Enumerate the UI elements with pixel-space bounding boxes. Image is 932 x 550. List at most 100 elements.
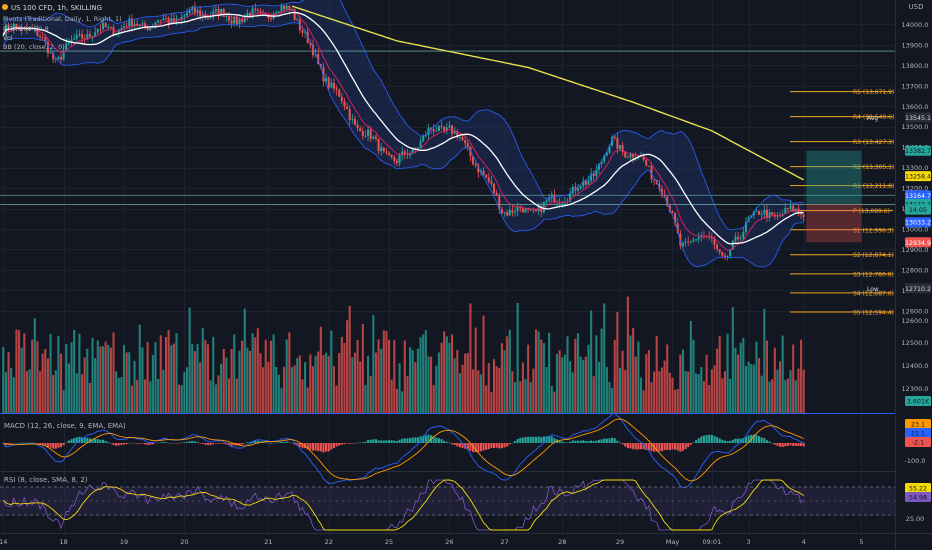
macd-histogram-bar (482, 443, 485, 451)
macd-histogram-bar (647, 443, 650, 451)
macd-histogram-bar (335, 443, 338, 447)
macd-histogram-bar (411, 437, 414, 443)
volume-bar (262, 367, 265, 413)
macd-histogram-bar (143, 443, 147, 445)
candle-body (146, 27, 149, 31)
macd-histogram-bar (684, 443, 687, 450)
candle-body (624, 151, 627, 158)
volume-bar (317, 351, 320, 413)
volume-bar (83, 357, 86, 413)
volume-bar (595, 335, 598, 413)
candle-body (663, 194, 666, 197)
volume-bar (170, 345, 173, 413)
volume-bar (632, 328, 635, 413)
time-tick-label: 26 (445, 538, 453, 546)
macd-histogram-bar (448, 442, 451, 444)
candle-body (511, 209, 514, 213)
macd-histogram-bar (763, 438, 766, 443)
candle-body (487, 177, 490, 182)
legend-bollinger[interactable]: BB (20, close, 2, 0) (3, 43, 65, 51)
macd-histogram-bar (744, 436, 748, 443)
macd-histogram-bar (10, 443, 13, 444)
macd-histogram-bar (304, 443, 307, 449)
time-tick-label: 20 (180, 538, 188, 546)
candle-body (668, 205, 671, 212)
price-tag-label: Avg (867, 115, 878, 122)
macd-histogram-bar (62, 443, 65, 446)
macd-histogram-bar (52, 443, 55, 449)
volume-bar (154, 342, 157, 413)
macd-histogram-bar (159, 442, 162, 443)
legend-ema[interactable]: EMA 200-20-8 (3, 25, 49, 33)
volume-bar (70, 342, 73, 413)
macd-histogram-bar (710, 434, 713, 443)
volume-bar (708, 385, 711, 413)
candle-body (451, 125, 454, 134)
time-axis[interactable]: 14 18 19 20 21 22 25 26 27 28 29 May 09:01 3 4 5 (0, 538, 863, 546)
candle-body (419, 141, 422, 148)
macd-signal-line (3, 418, 804, 482)
volume-bar (20, 347, 23, 413)
volume-bar (500, 343, 503, 413)
pivot-label: R3 (13,427.3) (853, 139, 894, 146)
rsi-badge-bg (905, 483, 931, 493)
macd-histogram-bar (120, 443, 123, 445)
volume-bar (86, 348, 89, 413)
candle-body (393, 157, 396, 161)
volume-bar (409, 347, 412, 413)
volume-bar (233, 334, 236, 413)
volume-bar (403, 340, 406, 413)
macd-histogram-bar (771, 442, 774, 444)
macd-histogram-bar (626, 443, 629, 449)
macd-histogram-bar (59, 443, 63, 448)
candle-body (760, 214, 763, 216)
candle-body (136, 23, 139, 26)
volume-bar (771, 379, 774, 413)
legend-pivots[interactable]: Pivots (Traditional, Daily, 1, Right, 1) (3, 15, 122, 23)
candle-body (102, 23, 105, 30)
volume-bar (792, 344, 795, 413)
candle-body (293, 9, 296, 20)
macd-histogram-bar (668, 443, 671, 451)
candle-body (141, 23, 144, 25)
volume-bar (624, 370, 627, 413)
candle-body (256, 9, 259, 11)
candle-body (165, 18, 168, 20)
volume-bar (361, 323, 364, 413)
indicator-overlays (2, 0, 805, 268)
volume-bar (65, 343, 68, 413)
candle-body (708, 236, 711, 238)
macd-histogram-bar (500, 443, 503, 449)
macd-histogram-bar (301, 443, 304, 449)
macd-histogram-bar (485, 443, 488, 450)
macd-histogram-bar (456, 443, 459, 447)
macd-histogram-bar (584, 440, 587, 443)
candle-body (248, 13, 251, 17)
long-position-tool[interactable] (806, 150, 862, 243)
time-tick-label: 4 (802, 538, 806, 546)
volume-bar (579, 356, 582, 413)
bollinger-upper-band (2, 0, 804, 231)
candle-body (296, 19, 299, 21)
volume-bar (726, 333, 729, 413)
volume-bar (797, 368, 800, 413)
volume-bar (569, 361, 572, 413)
volume-bar (658, 371, 661, 413)
volume-bar (2, 347, 5, 413)
volume-bar (204, 340, 207, 413)
candle-body (183, 15, 186, 17)
volume-bar (122, 344, 126, 413)
legend[interactable]: US 100 CFD, 1h, SKILLING Pivots (Traditi… (2, 4, 122, 51)
candle-body (214, 9, 217, 12)
macd-histogram-bar (164, 442, 168, 443)
volume-bar (369, 375, 372, 413)
volume-bar (351, 357, 354, 413)
macd-histogram-bar (104, 440, 107, 443)
macd-histogram-bar (288, 442, 291, 443)
macd-histogram-bar (416, 437, 419, 443)
volume-bar (755, 341, 758, 413)
legend-volume[interactable]: Vol (3, 34, 13, 42)
candle-body (632, 153, 635, 158)
macd-histogram-bar (44, 443, 47, 446)
